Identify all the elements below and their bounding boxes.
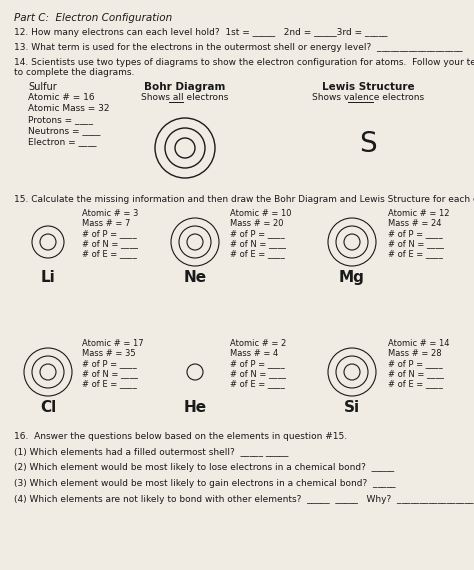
Text: Shows valence electrons: Shows valence electrons <box>312 93 424 102</box>
Text: Shows all electrons: Shows all electrons <box>141 93 228 102</box>
Text: # of P = ____: # of P = ____ <box>82 229 137 238</box>
Text: S: S <box>359 130 377 158</box>
Text: # of P = ____: # of P = ____ <box>388 359 443 368</box>
Text: Mass # = 35: Mass # = 35 <box>82 349 136 358</box>
Text: # of N = ____: # of N = ____ <box>82 369 138 378</box>
Text: # of E = ____: # of E = ____ <box>388 379 443 388</box>
Text: Mass # = 24: Mass # = 24 <box>388 219 441 228</box>
Text: Protons = ____: Protons = ____ <box>28 115 93 124</box>
Text: Mass # = 20: Mass # = 20 <box>230 219 283 228</box>
Text: Atomic # = 16: Atomic # = 16 <box>28 93 95 102</box>
Text: 12. How many electrons can each level hold?  1st = _____   2nd = _____3rd = ____: 12. How many electrons can each level ho… <box>14 28 388 37</box>
Text: Atomic # = 17: Atomic # = 17 <box>82 339 144 348</box>
Text: # of N = ____: # of N = ____ <box>82 239 138 248</box>
Text: # of P = ____: # of P = ____ <box>230 229 285 238</box>
Text: (2) Which element would be most likely to lose electrons in a chemical bond?  __: (2) Which element would be most likely t… <box>14 463 394 472</box>
Text: Part C:  Electron Configuration: Part C: Electron Configuration <box>14 13 172 23</box>
Text: Electron = ____: Electron = ____ <box>28 137 97 146</box>
Text: Atomic # = 12: Atomic # = 12 <box>388 209 449 218</box>
Text: Atomic # = 2: Atomic # = 2 <box>230 339 286 348</box>
Text: Atomic # = 3: Atomic # = 3 <box>82 209 138 218</box>
Text: Si: Si <box>344 400 360 415</box>
Text: (4) Which elements are not likely to bond with other elements?  _____  _____   W: (4) Which elements are not likely to bon… <box>14 495 474 504</box>
Text: He: He <box>183 400 207 415</box>
Text: 16.  Answer the questions below based on the elements in question #15.: 16. Answer the questions below based on … <box>14 432 347 441</box>
Text: Mg: Mg <box>339 270 365 285</box>
Text: Li: Li <box>41 270 55 285</box>
Text: Ne: Ne <box>183 270 207 285</box>
Text: # of P = ____: # of P = ____ <box>230 359 285 368</box>
Text: # of E = ____: # of E = ____ <box>230 249 285 258</box>
Text: # of P = ____: # of P = ____ <box>388 229 443 238</box>
Text: Mass # = 28: Mass # = 28 <box>388 349 442 358</box>
Text: # of N = ____: # of N = ____ <box>230 369 286 378</box>
Text: Atomic Mass = 32: Atomic Mass = 32 <box>28 104 109 113</box>
Text: # of N = ____: # of N = ____ <box>230 239 286 248</box>
Text: 15. Calculate the missing information and then draw the Bohr Diagram and Lewis S: 15. Calculate the missing information an… <box>14 195 474 204</box>
Text: Sulfur: Sulfur <box>28 82 57 92</box>
Text: # of N = ____: # of N = ____ <box>388 239 444 248</box>
Text: # of N = ____: # of N = ____ <box>388 369 444 378</box>
Text: 14. Scientists use two types of diagrams to show the electron configuration for : 14. Scientists use two types of diagrams… <box>14 58 474 67</box>
Text: Bohr Diagram: Bohr Diagram <box>144 82 226 92</box>
Text: Cl: Cl <box>40 400 56 415</box>
Text: Lewis Structure: Lewis Structure <box>322 82 414 92</box>
Text: 13. What term is used for the electrons in the outermost shell or energy level? : 13. What term is used for the electrons … <box>14 43 463 52</box>
Text: # of E = ____: # of E = ____ <box>82 249 137 258</box>
Text: Mass # = 7: Mass # = 7 <box>82 219 130 228</box>
Text: (3) Which element would be most likely to gain electrons in a chemical bond?  __: (3) Which element would be most likely t… <box>14 479 395 488</box>
Text: Atomic # = 10: Atomic # = 10 <box>230 209 292 218</box>
Text: # of E = ____: # of E = ____ <box>388 249 443 258</box>
Text: # of E = ____: # of E = ____ <box>230 379 285 388</box>
Text: (1) Which elements had a filled outermost shell?  _____ _____: (1) Which elements had a filled outermos… <box>14 447 288 456</box>
Text: Neutrons = ____: Neutrons = ____ <box>28 126 100 135</box>
Text: # of E = ____: # of E = ____ <box>82 379 137 388</box>
Text: # of P = ____: # of P = ____ <box>82 359 137 368</box>
Text: to complete the diagrams.: to complete the diagrams. <box>14 68 134 77</box>
Text: Mass # = 4: Mass # = 4 <box>230 349 278 358</box>
Text: Atomic # = 14: Atomic # = 14 <box>388 339 449 348</box>
